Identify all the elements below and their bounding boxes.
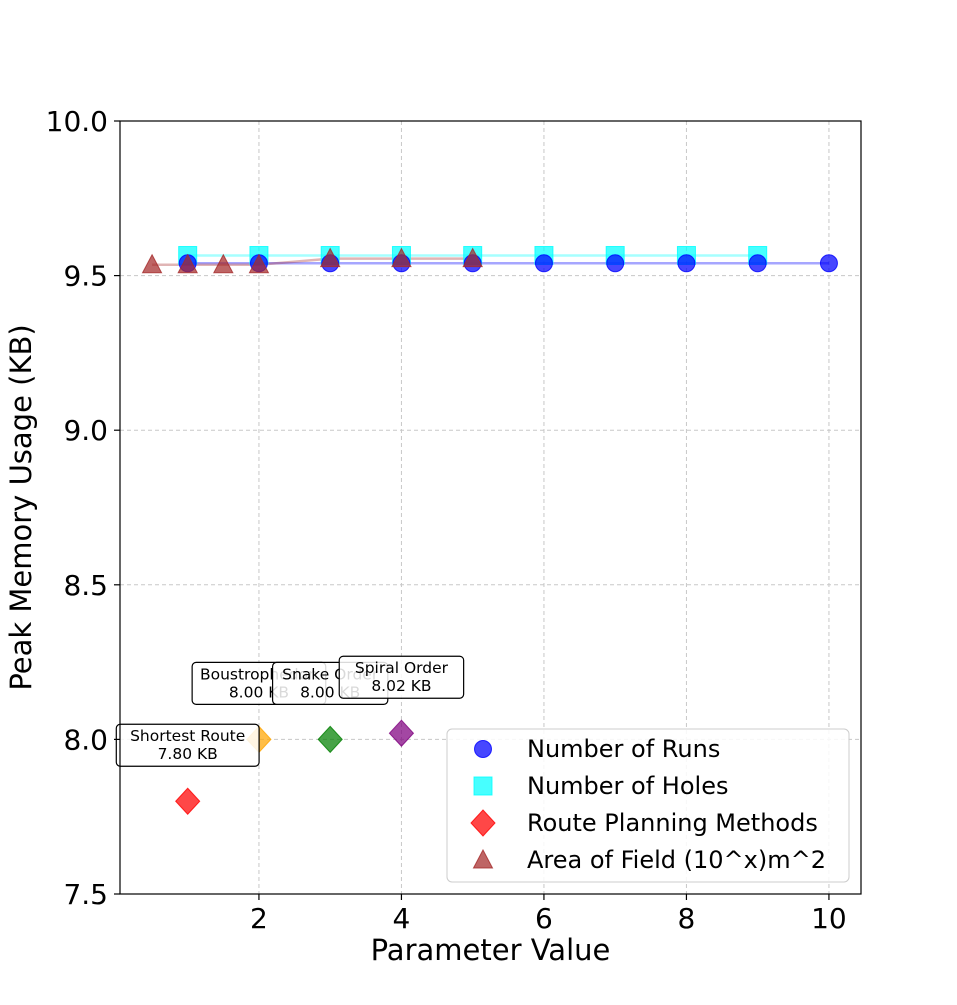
- data-point-triangle: [462, 247, 484, 268]
- legend-box: [446, 728, 850, 883]
- data-point-diamond: [317, 725, 343, 754]
- data-point-circle: [534, 254, 553, 273]
- legend: Number of Runs Number of Holes Route Plann…: [446, 728, 850, 883]
- y-tick-label: 9.5: [63, 260, 108, 293]
- data-point-triangle: [177, 253, 199, 274]
- annotation-label: Shortest Route: [130, 727, 245, 745]
- data-point-diamond: [175, 787, 201, 815]
- data-point-circle: [748, 254, 767, 273]
- data-point-triangle: [319, 247, 341, 268]
- legend-label: Route Planning Methods: [527, 809, 818, 837]
- data-point-circle: [819, 254, 838, 273]
- legend-label: Area of Field (10^x)m^2: [527, 846, 826, 874]
- data-point-diamond: [388, 719, 415, 747]
- annotation-box: [338, 655, 465, 699]
- data-point-circle: [606, 254, 625, 273]
- data-point-triangle: [248, 253, 270, 274]
- y-axis-title: Peak Memory Usage (KB): [4, 324, 38, 690]
- y-tick-label: 10.0: [46, 105, 108, 138]
- legend-label: Number of Holes: [527, 772, 728, 800]
- y-tick-label: 8.5: [63, 569, 108, 602]
- legend-marker-circle: [474, 740, 492, 758]
- y-tick-label: 9.0: [63, 414, 108, 447]
- annotation-value: 8.02 KB: [371, 677, 431, 695]
- x-tick-label: 2: [250, 902, 268, 935]
- x-tick-label: 8: [678, 902, 696, 935]
- x-tick-label: 6: [535, 902, 553, 935]
- annotation-label: Spiral Order: [355, 659, 449, 677]
- data-point-triangle: [212, 253, 234, 274]
- x-axis-title: Parameter Value: [371, 933, 611, 967]
- legend-marker-diamond: [470, 809, 496, 837]
- legend-marker-square: [473, 776, 493, 796]
- data-point-circle: [677, 254, 696, 273]
- annotation-box: [115, 723, 260, 767]
- series-markers: [141, 246, 838, 815]
- data-point-triangle: [391, 247, 412, 268]
- axis-ticks: 2 4 6 8 10 7.5 8.0 8.5 9.0 9.5 10.0: [46, 105, 847, 935]
- plot-area-frame: [119, 120, 862, 895]
- y-tick-label: 7.5: [63, 878, 108, 911]
- y-tick-label: 8.0: [63, 723, 108, 756]
- x-tick-label: 4: [393, 902, 411, 935]
- data-point-triangle: [141, 253, 163, 274]
- legend-marker-triangle: [472, 848, 494, 869]
- legend-label: Number of Runs: [527, 735, 720, 763]
- x-tick-label: 10: [811, 902, 847, 935]
- annotation-value: 7.80 KB: [158, 745, 218, 763]
